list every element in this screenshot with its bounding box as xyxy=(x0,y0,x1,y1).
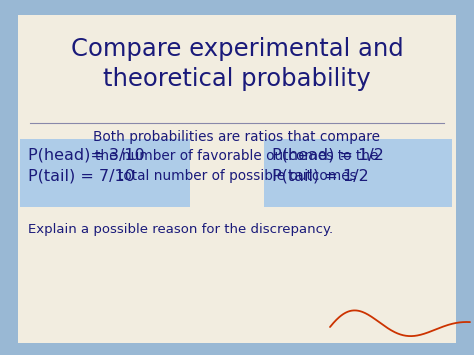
Text: P(head)= 3/10
P(tail) = 7/10: P(head)= 3/10 P(tail) = 7/10 xyxy=(28,147,145,184)
Text: Both probabilities are ratios that compare
the number of favorable outcomes to t: Both probabilities are ratios that compa… xyxy=(93,130,381,183)
Bar xyxy=(264,139,452,207)
Bar xyxy=(20,139,190,207)
Text: Compare experimental and
theoretical probability: Compare experimental and theoretical pro… xyxy=(71,37,403,91)
Text: P(head) = 1/2
P(tail) = 1/2: P(head) = 1/2 P(tail) = 1/2 xyxy=(272,147,384,184)
Text: Explain a possible reason for the discrepancy.: Explain a possible reason for the discre… xyxy=(28,223,333,236)
